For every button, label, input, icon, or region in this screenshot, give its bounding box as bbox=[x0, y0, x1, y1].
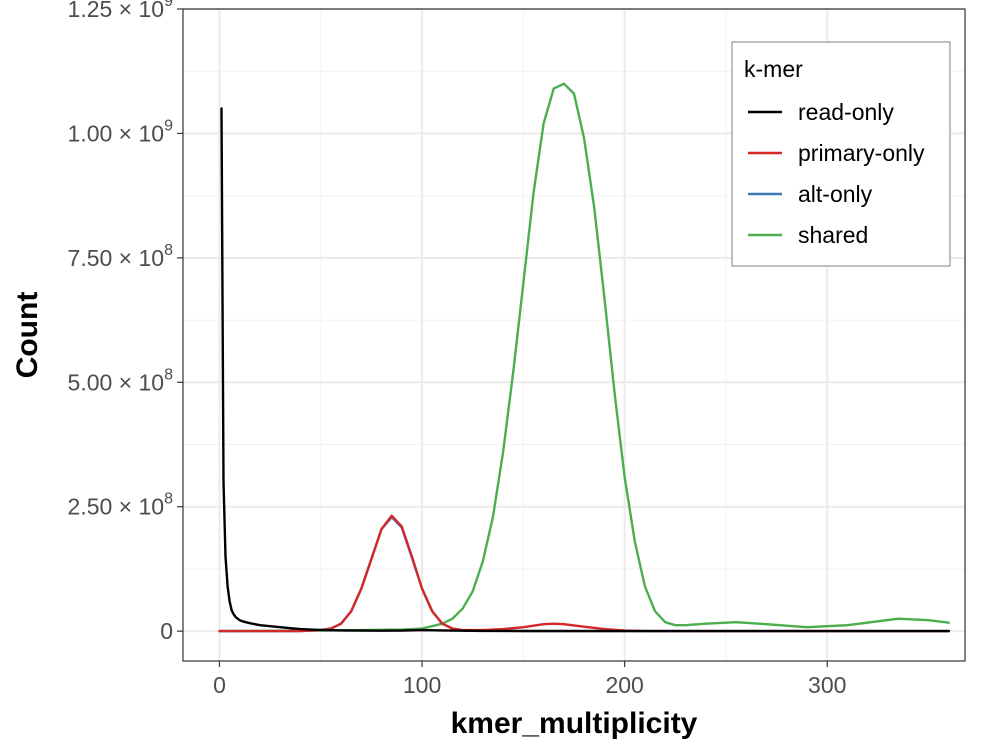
legend-items: read-only primary-only alt-only shared bbox=[748, 99, 925, 248]
x-axis-title: kmer_multiplicity bbox=[451, 707, 698, 740]
y-tick-label: 0 bbox=[160, 618, 173, 644]
y-tick-label: 5.00 × 108 bbox=[68, 366, 174, 395]
legend-title: k-mer bbox=[744, 56, 803, 82]
legend: k-mer read-only primary-only alt-only share… bbox=[731, 41, 951, 267]
legend-label-alt-only: alt-only bbox=[798, 181, 873, 207]
y-tick-label: 1.25 × 109 bbox=[68, 0, 174, 22]
plot-border bbox=[182, 8, 966, 662]
x-axis: 0 100 200 300 bbox=[213, 661, 846, 698]
x-tick-label: 300 bbox=[808, 672, 846, 698]
y-tick-label: 2.50 × 108 bbox=[68, 491, 174, 520]
x-tick-label: 100 bbox=[403, 672, 441, 698]
series-lines bbox=[218, 82, 950, 633]
legend-label-read-only: read-only bbox=[798, 99, 894, 125]
y-axis: 0 2.50 × 108 5.00 × 108 7.50 × 108 1.00 × 10… bbox=[68, 0, 183, 644]
legend-box bbox=[731, 41, 951, 267]
y-axis-title: Count bbox=[11, 292, 44, 379]
y-tick-label: 7.50 × 108 bbox=[68, 242, 174, 271]
x-tick-label: 0 bbox=[213, 672, 226, 698]
series-line-read-only bbox=[220, 107, 950, 633]
legend-label-primary-only: primary-only bbox=[798, 140, 925, 166]
legend-label-shared: shared bbox=[798, 222, 868, 248]
y-tick-label: 1.00 × 109 bbox=[68, 117, 174, 146]
series-line-shared bbox=[218, 82, 950, 633]
x-tick-label: 200 bbox=[605, 672, 643, 698]
series-line-primary-only bbox=[218, 514, 950, 633]
